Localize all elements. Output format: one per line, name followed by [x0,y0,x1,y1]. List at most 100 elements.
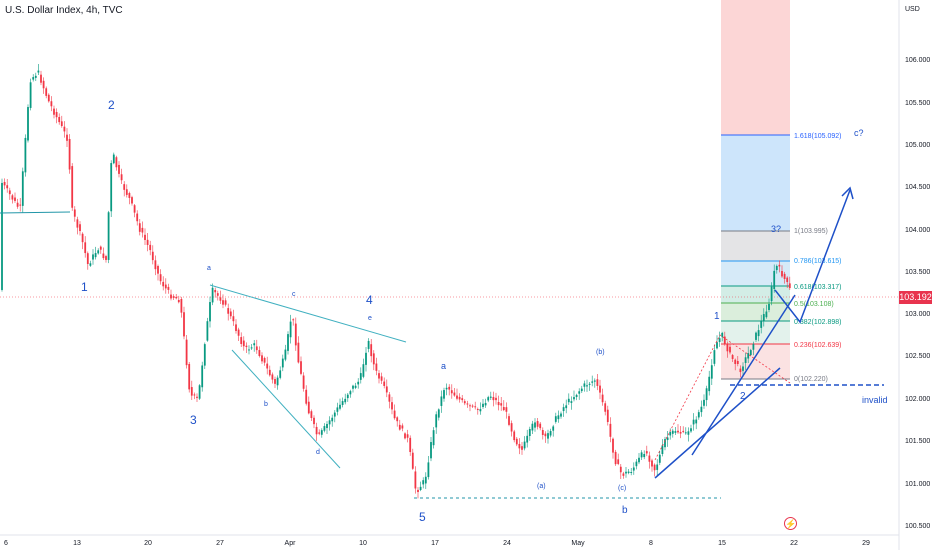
candle-body [149,244,152,251]
candle-body [471,405,474,407]
candle-body [469,405,471,407]
candle-body [331,417,334,422]
candle-body [580,388,583,392]
candle-body [305,389,308,404]
candle-body [92,254,94,260]
fib-label-382: 0.382(102.898) [794,319,841,326]
triangle-upper-line [209,284,407,343]
price-tick: 100.500 [905,523,930,530]
candle-body [599,385,601,393]
time-tick: 29 [862,540,870,547]
candle-body [440,396,443,406]
candle-body [591,381,594,383]
price-axis[interactable]: USD 106.000 105.500 105.000 104.500 104.… [905,6,930,530]
candle-body [344,398,347,403]
candle-body [172,296,175,298]
candle-body [385,386,388,393]
candle-body [445,387,448,390]
price-tick: 105.000 [905,142,930,149]
candle-body [167,286,170,290]
candle-body [656,464,659,470]
candle-body [248,349,250,351]
fib-zone-236 [721,344,790,379]
candle-body [497,402,500,406]
candle-body [60,121,63,127]
fib-zone-top [721,0,790,135]
candle-body [97,250,100,254]
candle-body [487,397,490,401]
candle-body [222,300,224,305]
candle-body [653,464,656,471]
candle-body [94,253,97,258]
subwave-a: a [207,265,211,272]
candle-body [635,461,638,467]
candle-body [747,353,750,359]
candle-body [539,423,542,429]
candle-body [671,430,674,434]
candle-body [326,423,328,429]
wave-label-1: 1 [81,280,88,294]
candle-body [739,368,742,373]
candle-body [505,407,508,412]
candle-body [354,385,357,388]
candle-body [417,489,419,493]
candle-body [692,419,695,425]
candle-body [409,437,412,453]
candle-body [463,401,466,404]
time-tick: 17 [431,540,439,547]
candle-body [16,202,19,207]
subwave-e: e [368,315,372,322]
candle-body [29,82,32,108]
impulse-3: 3? [771,224,781,234]
fib-zone-618 [721,286,790,303]
candle-body [211,287,214,303]
time-tick: 8 [649,540,653,547]
candle-body [526,435,529,443]
candle-body [765,311,768,318]
candle-body [640,452,643,458]
candle-body [146,239,149,245]
candle-body [474,406,477,408]
time-tick: 15 [718,540,726,547]
candle-body [658,454,661,463]
candle-body [583,383,586,387]
candle-body [742,366,744,371]
candle-body [110,163,113,212]
candle-body [552,426,555,431]
fib-zone-5 [721,303,790,321]
candle-body [125,189,128,195]
candle-body [549,431,552,436]
candle-body [185,339,188,366]
candle-body [430,442,432,459]
candle-body [250,347,253,349]
candle-body [749,350,752,355]
candle-body [518,443,521,449]
candle-body [84,242,87,254]
candle-body [193,394,196,396]
candle-body [627,471,630,473]
candle-body [700,406,703,413]
candle-body [266,363,269,369]
candle-body [554,416,557,422]
lightning-icon[interactable]: ⚡ [784,517,797,530]
candle-body [781,271,783,277]
time-tick: 22 [790,540,798,547]
time-tick: 6 [4,540,8,547]
time-axis[interactable]: 6 13 20 27 Apr 10 17 24 May 8 15 22 29 [4,540,870,547]
candle-body [268,369,271,376]
correction-dotted [654,334,791,461]
candle-body [107,212,110,260]
candle-body [661,445,664,455]
candle-body [141,227,144,233]
candle-body [245,345,248,348]
candle-body [482,403,484,408]
candle-body [718,338,721,342]
candle-body [328,420,331,425]
candle-body [560,413,562,417]
candle-body [783,273,786,279]
candle-body [201,365,204,388]
candle-body [614,451,617,465]
candle-body [216,293,219,296]
candle-body [263,357,266,363]
